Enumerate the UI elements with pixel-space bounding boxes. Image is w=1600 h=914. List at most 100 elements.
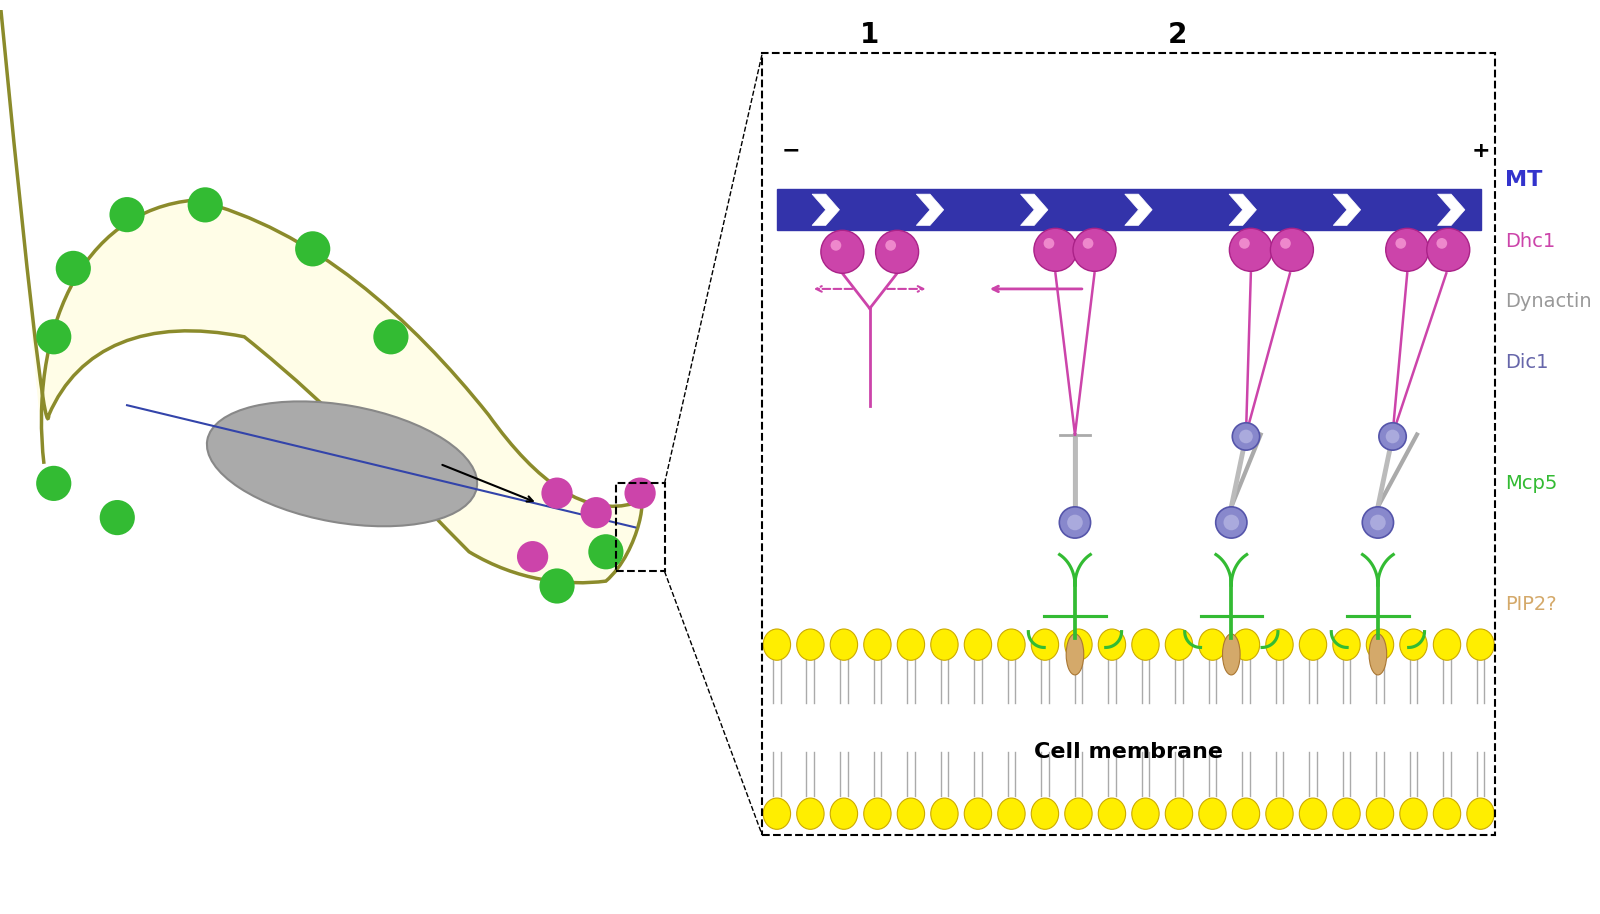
Ellipse shape: [797, 798, 824, 829]
Circle shape: [1386, 228, 1429, 271]
Circle shape: [885, 240, 896, 250]
Circle shape: [37, 319, 72, 355]
Circle shape: [1379, 423, 1406, 451]
Bar: [616, 484, 664, 571]
Ellipse shape: [1434, 798, 1461, 829]
Ellipse shape: [998, 798, 1026, 829]
Circle shape: [624, 477, 656, 509]
Circle shape: [875, 230, 918, 273]
Ellipse shape: [206, 401, 477, 526]
Text: Cell membrane: Cell membrane: [1034, 742, 1224, 762]
Circle shape: [1224, 515, 1238, 530]
Bar: [762, 53, 1494, 835]
Circle shape: [539, 569, 574, 603]
Text: PIP2?: PIP2?: [1506, 595, 1557, 614]
Circle shape: [1386, 430, 1400, 443]
Ellipse shape: [830, 798, 858, 829]
Text: 2: 2: [1168, 20, 1187, 48]
Text: Dic1: Dic1: [1506, 353, 1549, 372]
Ellipse shape: [1131, 629, 1158, 660]
Ellipse shape: [1400, 629, 1427, 660]
Circle shape: [517, 541, 549, 572]
Ellipse shape: [998, 629, 1026, 660]
Text: 1: 1: [861, 20, 880, 48]
Ellipse shape: [1366, 629, 1394, 660]
Ellipse shape: [1198, 629, 1226, 660]
Ellipse shape: [1232, 798, 1259, 829]
Text: +: +: [1472, 141, 1490, 161]
PathPatch shape: [917, 194, 944, 226]
Circle shape: [1280, 238, 1291, 249]
Circle shape: [56, 250, 91, 286]
PathPatch shape: [1125, 194, 1152, 226]
Ellipse shape: [1165, 629, 1192, 660]
PathPatch shape: [1021, 194, 1048, 226]
Circle shape: [1232, 423, 1259, 451]
Circle shape: [1067, 515, 1083, 530]
Text: Dynactin: Dynactin: [1506, 292, 1592, 311]
Ellipse shape: [1333, 798, 1360, 829]
Ellipse shape: [1266, 798, 1293, 829]
Ellipse shape: [1434, 629, 1461, 660]
Ellipse shape: [931, 798, 958, 829]
Circle shape: [1216, 507, 1246, 538]
Circle shape: [99, 500, 134, 536]
Ellipse shape: [1366, 798, 1394, 829]
PathPatch shape: [1229, 194, 1256, 226]
Ellipse shape: [1299, 629, 1326, 660]
Ellipse shape: [1299, 798, 1326, 829]
Circle shape: [109, 197, 144, 232]
Ellipse shape: [898, 798, 925, 829]
Circle shape: [1395, 238, 1406, 249]
Ellipse shape: [931, 629, 958, 660]
Ellipse shape: [1333, 629, 1360, 660]
Circle shape: [589, 534, 624, 569]
Ellipse shape: [1032, 798, 1059, 829]
Circle shape: [1059, 507, 1091, 538]
Bar: [778, 189, 1480, 230]
Circle shape: [821, 230, 864, 273]
Circle shape: [1270, 228, 1314, 271]
Circle shape: [294, 231, 330, 267]
Circle shape: [1074, 228, 1117, 271]
Circle shape: [830, 240, 842, 250]
Circle shape: [373, 319, 408, 355]
Circle shape: [37, 466, 72, 501]
Ellipse shape: [898, 629, 925, 660]
Ellipse shape: [1165, 798, 1192, 829]
Ellipse shape: [1370, 634, 1387, 675]
Ellipse shape: [1467, 798, 1494, 829]
Circle shape: [1437, 238, 1446, 249]
Ellipse shape: [1232, 629, 1259, 660]
Circle shape: [1043, 238, 1054, 249]
Ellipse shape: [864, 629, 891, 660]
PathPatch shape: [1437, 194, 1466, 226]
Circle shape: [581, 497, 611, 528]
Text: −: −: [782, 141, 800, 161]
Ellipse shape: [1198, 798, 1226, 829]
Text: MT: MT: [1506, 170, 1542, 190]
Ellipse shape: [1098, 629, 1126, 660]
Ellipse shape: [1266, 629, 1293, 660]
Text: Mcp5: Mcp5: [1506, 473, 1557, 493]
Circle shape: [1370, 515, 1386, 530]
PathPatch shape: [1333, 194, 1360, 226]
Ellipse shape: [864, 798, 891, 829]
Ellipse shape: [1222, 634, 1240, 675]
Circle shape: [1083, 238, 1093, 249]
Ellipse shape: [1467, 629, 1494, 660]
Ellipse shape: [1064, 798, 1093, 829]
Ellipse shape: [763, 798, 790, 829]
PathPatch shape: [0, 200, 642, 914]
Circle shape: [187, 187, 222, 222]
Circle shape: [1229, 228, 1272, 271]
Ellipse shape: [797, 629, 824, 660]
Ellipse shape: [1400, 798, 1427, 829]
Circle shape: [541, 477, 573, 509]
Circle shape: [1427, 228, 1470, 271]
Ellipse shape: [965, 629, 992, 660]
Ellipse shape: [763, 629, 790, 660]
Ellipse shape: [1064, 629, 1093, 660]
Circle shape: [1362, 507, 1394, 538]
Circle shape: [1238, 238, 1250, 249]
